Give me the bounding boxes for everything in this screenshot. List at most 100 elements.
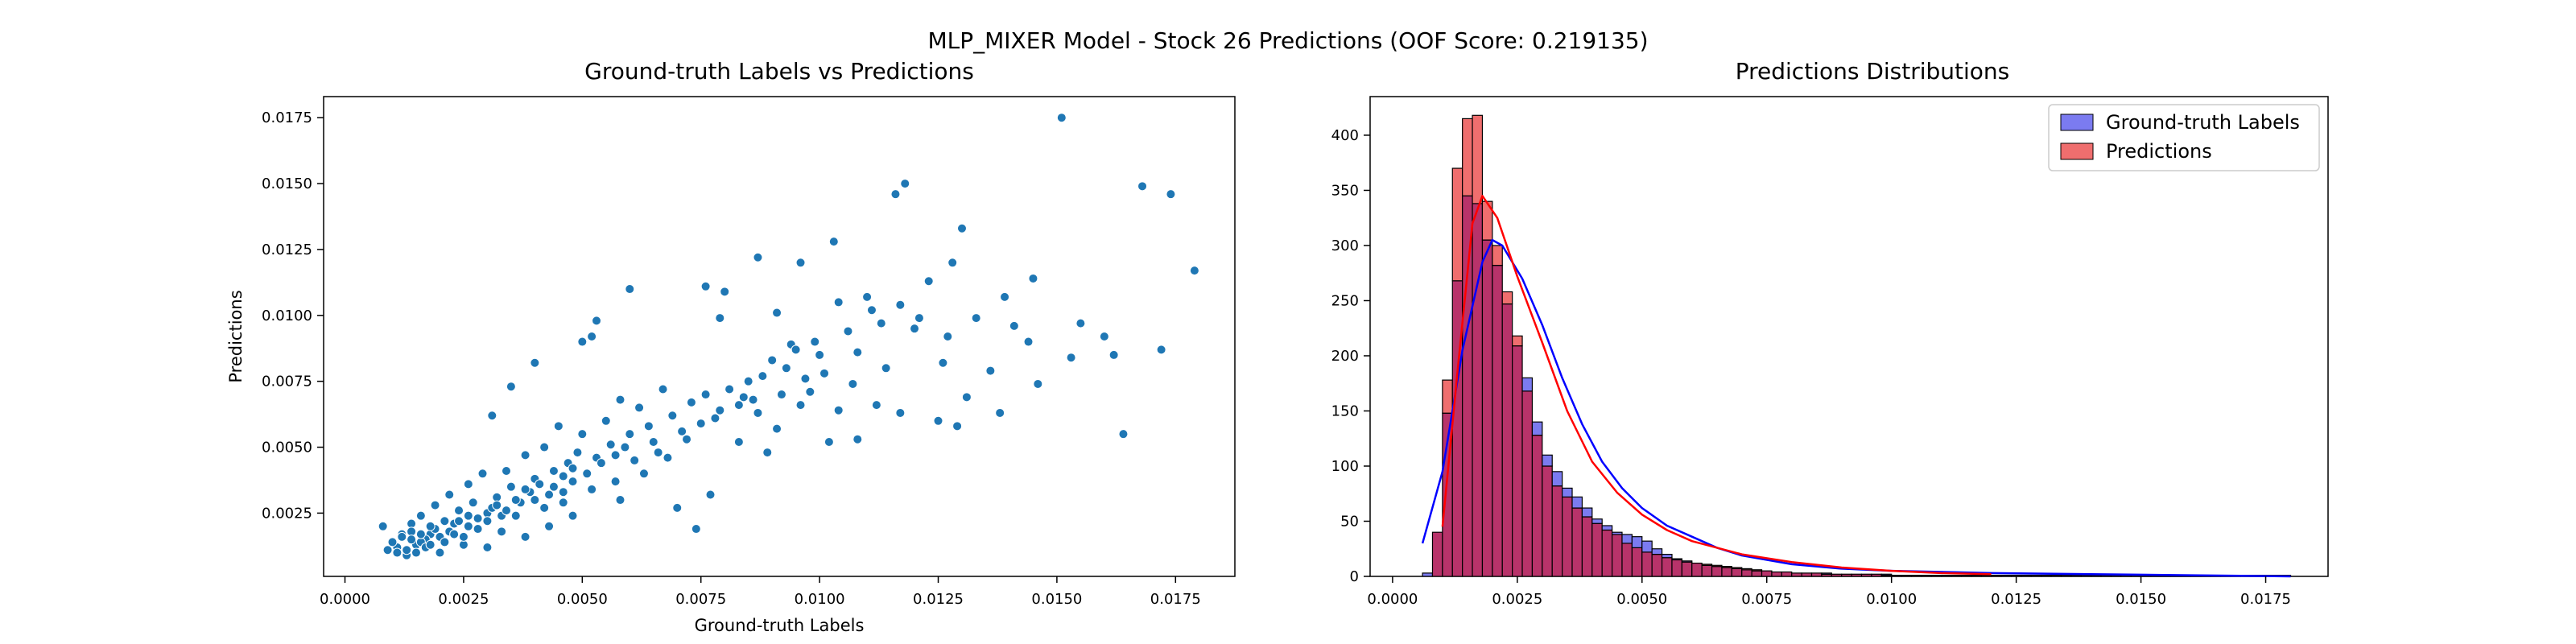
histogram-predictions-bar [1472, 114, 1484, 204]
scatter-point [430, 500, 440, 510]
histogram-overlap-bar [1681, 561, 1693, 577]
scatter-point [625, 284, 635, 295]
scatter-point [696, 419, 706, 429]
histogram-y-tick-label: 200 [1331, 348, 1359, 365]
histogram-ground-truth-bar [1591, 518, 1603, 524]
kde-curve-predictions [1441, 195, 1992, 576]
scatter-point [510, 510, 521, 521]
scatter-point [828, 237, 839, 247]
scatter-y-tick-label: 0.0175 [262, 109, 312, 126]
scatter-point [1033, 378, 1043, 389]
scatter-y-tick-label: 0.0150 [262, 175, 312, 192]
histogram-overlap-bar [1721, 567, 1732, 577]
histogram-ground-truth-bar [1661, 553, 1673, 559]
histogram-predictions-bar [1442, 379, 1453, 414]
scatter-point [1009, 320, 1019, 331]
scatter-point [700, 281, 711, 291]
scatter-title: Ground-truth Labels vs Predictions [584, 58, 974, 85]
scatter-point [592, 316, 602, 326]
scatter-point [772, 423, 782, 434]
scatter-point [1066, 353, 1076, 363]
scatter-point [800, 374, 811, 384]
histogram-x-tick-label: 0.0000 [1367, 591, 1418, 608]
scatter-point [415, 510, 426, 521]
histogram-x-tick-label: 0.0050 [1616, 591, 1667, 608]
histogram-x-tick-label: 0.0025 [1492, 591, 1542, 608]
scatter-point [890, 189, 901, 200]
scatter-point [1156, 345, 1166, 355]
scatter-point [1166, 189, 1176, 200]
scatter-point [605, 440, 616, 450]
histogram-overlap-bar [1781, 571, 1793, 577]
scatter-point [444, 489, 455, 500]
scatter-point [1118, 429, 1129, 440]
histogram-ground-truth-bar [1542, 454, 1553, 467]
scatter-point [871, 400, 881, 411]
histogram-overlap-bar [1551, 485, 1563, 577]
histogram-panel: Predictions Distributions 0.0000 0.0025 0.… [1331, 58, 2329, 608]
histogram-overlap-bar [1761, 570, 1773, 577]
scatter-point [572, 448, 583, 458]
scatter-point [458, 531, 469, 542]
histogram-y-tick-label: 100 [1331, 458, 1359, 475]
histogram-overlap-bar [1521, 390, 1534, 577]
scatter-point [463, 479, 473, 489]
legend-label-predictions: Predictions [2106, 140, 2212, 163]
histogram-overlap-bar [1531, 435, 1543, 577]
scatter-point [653, 448, 663, 458]
histogram-ground-truth-bar [1631, 536, 1643, 548]
scatter-point [610, 477, 621, 487]
scatter-point [952, 421, 963, 431]
scatter-panel: Ground-truth Labels vs Predictions 0.000… [226, 58, 1236, 635]
scatter-point [596, 458, 606, 469]
scatter-x-ticks: 0.0000 0.0025 0.0050 0.0075 0.0100 0.0125 0.01… [320, 576, 1201, 608]
scatter-point [705, 489, 716, 500]
scatter-point [506, 382, 516, 392]
scatter-point [440, 516, 450, 526]
scatter-point [848, 378, 858, 389]
scatter-point [1023, 336, 1034, 347]
scatter-point [667, 411, 678, 421]
histogram-overlap-bar [1801, 572, 1813, 577]
histogram-overlap-bar [1641, 551, 1653, 577]
histogram-overlap-bar [1492, 265, 1503, 577]
histogram-ground-truth-bar [1651, 548, 1663, 555]
scatter-point [492, 500, 502, 510]
scatter-point [895, 299, 906, 310]
histogram-overlap-bar [1751, 570, 1763, 577]
scatter-point [610, 450, 621, 460]
histogram-overlap-bar [1472, 203, 1484, 577]
scatter-point [1189, 266, 1199, 276]
scatter-point [677, 426, 687, 436]
scatter-point [686, 397, 696, 407]
histogram-y-tick-label: 250 [1331, 292, 1359, 309]
histogram-y-tick-label: 150 [1331, 402, 1359, 419]
scatter-point [753, 252, 763, 262]
scatter-point [923, 276, 934, 287]
scatter-point [620, 442, 630, 452]
histogram-predictions-bar [1701, 564, 1713, 566]
scatter-point [568, 477, 578, 487]
scatter-point [700, 390, 711, 400]
histogram-predictions-bar [1711, 564, 1723, 568]
scatter-point [558, 487, 568, 497]
scatter-point [1028, 273, 1038, 283]
scatter-point [881, 363, 891, 374]
scatter-y-tick-label: 0.0025 [262, 505, 312, 522]
histogram-y-tick-label: 0 [1350, 568, 1359, 585]
scatter-point [382, 545, 393, 555]
histogram-ground-truth-bar [1621, 534, 1633, 544]
histogram-predictions-bar [1492, 245, 1503, 266]
scatter-point [833, 405, 844, 415]
scatter-point [738, 392, 749, 402]
scatter-point [758, 371, 768, 382]
legend-swatch-predictions [2060, 142, 2094, 160]
figure-suptitle: MLP_MIXER Model - Stock 26 Predictions (… [927, 27, 1648, 54]
histogram-x-tick-label: 0.0150 [2116, 591, 2166, 608]
scatter-point [715, 405, 725, 415]
histogram-overlap-bar [1661, 557, 1673, 577]
scatter-point [810, 336, 820, 347]
scatter-point [985, 365, 996, 376]
histogram-overlap-bar [1512, 345, 1523, 577]
scatter-point [724, 384, 735, 394]
